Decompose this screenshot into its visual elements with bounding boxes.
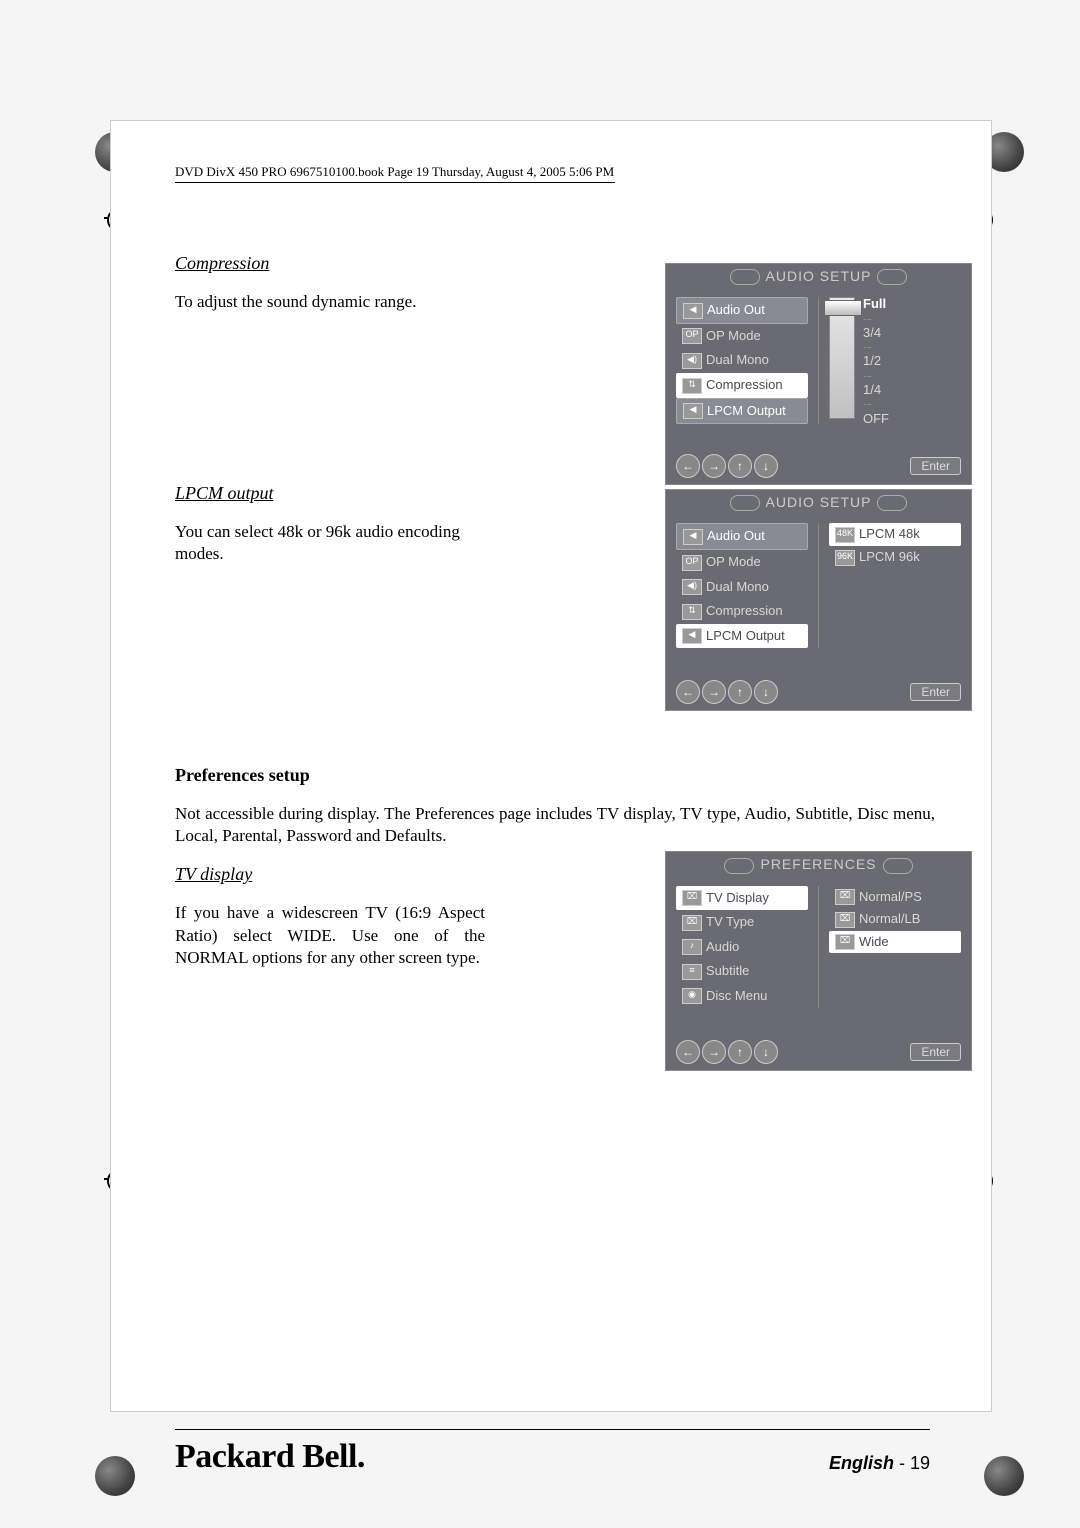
option-lpcm48[interactable]: 48KLPCM 48k [829, 523, 961, 546]
nav-right-icon[interactable]: → [702, 680, 726, 704]
option-normal-ps[interactable]: ⌧Normal/PS [829, 886, 961, 909]
menu-subtitle[interactable]: ≡Subtitle [676, 959, 808, 984]
page-num-value: 19 [910, 1453, 930, 1473]
type-icon: ⌧ [682, 915, 702, 931]
nav-left-icon[interactable]: ← [676, 680, 700, 704]
mono-icon: ◀) [682, 579, 702, 595]
corner-bottom-right [984, 1456, 1024, 1496]
option-lpcm96[interactable]: 96KLPCM 96k [829, 546, 961, 569]
op-icon: OP [682, 328, 702, 344]
panel-header: AUDIO SETUP [666, 490, 971, 515]
text-lpcm: You can select 48k or 96k audio encoding… [175, 521, 485, 565]
book-header: DVD DivX 450 PRO 6967510100.book Page 19… [175, 164, 615, 183]
panel-footer: ← → ↑ ↓ Enter [676, 454, 961, 478]
text-tv-display: If you have a widescreen TV (16:9 Aspect… [175, 902, 485, 968]
lpcm-options: 48KLPCM 48k 96KLPCM 96k [829, 523, 961, 648]
disc-icon: ◉ [682, 988, 702, 1004]
lpcm-icon: ◀ [682, 628, 702, 644]
lb-icon: ⌧ [835, 912, 855, 928]
tv-display-options: ⌧Normal/PS ⌧Normal/LB ⌧Wide [829, 886, 961, 1009]
mono-icon: ◀) [682, 353, 702, 369]
page-number: English - 19 [829, 1453, 930, 1474]
compression-icon: ⇅ [682, 378, 702, 394]
enter-button[interactable]: Enter [910, 683, 961, 701]
menu-audio-out[interactable]: ◀Audio Out [676, 297, 808, 324]
nav-up-icon[interactable]: ↑ [728, 454, 752, 478]
menu-audio[interactable]: ♪Audio [676, 935, 808, 960]
speaker-icon: ◀ [683, 529, 703, 545]
preferences-panel: PREFERENCES ⌧TV Display ⌧TV Type ♪Audio … [665, 851, 972, 1071]
corner-bottom-left [95, 1456, 135, 1496]
nav-right-icon[interactable]: → [702, 1040, 726, 1064]
compression-icon: ⇅ [682, 604, 702, 620]
panel-header: PREFERENCES [666, 852, 971, 877]
panel-header: AUDIO SETUP [666, 264, 971, 289]
footer-rule [175, 1429, 930, 1430]
nav-right-icon[interactable]: → [702, 454, 726, 478]
menu-disc-menu[interactable]: ◉Disc Menu [676, 984, 808, 1009]
speaker-icon: ◀ [683, 303, 703, 319]
menu-op-mode[interactable]: OPOP Mode [676, 324, 808, 349]
menu-col: ⌧TV Display ⌧TV Type ♪Audio ≡Subtitle ◉D… [676, 886, 808, 1009]
audio-setup-panel-compression: AUDIO SETUP ◀Audio Out OPOP Mode ◀)Dual … [665, 263, 972, 485]
subtitle-icon: ≡ [682, 964, 702, 980]
page-lang: English [829, 1453, 894, 1473]
wide-icon: ⌧ [835, 934, 855, 950]
menu-dual-mono[interactable]: ◀)Dual Mono [676, 348, 808, 373]
menu-op-mode[interactable]: OPOP Mode [676, 550, 808, 575]
nav-down-icon[interactable]: ↓ [754, 454, 778, 478]
menu-lpcm-output[interactable]: ◀LPCM Output [676, 398, 808, 425]
tv-icon: ⌧ [682, 890, 702, 906]
text-preferences-intro: Not accessible during display. The Prefe… [175, 803, 935, 847]
audio-icon: ♪ [682, 939, 702, 955]
option-normal-lb[interactable]: ⌧Normal/LB [829, 908, 961, 931]
nav-down-icon[interactable]: ↓ [754, 1040, 778, 1064]
menu-dual-mono[interactable]: ◀)Dual Mono [676, 575, 808, 600]
panel-footer: ← → ↑ ↓ Enter [676, 1040, 961, 1064]
scale-labels: Full -- 3/4 -- 1/2 -- 1/4 -- OFF [863, 297, 889, 417]
audio-setup-panel-lpcm: AUDIO SETUP ◀Audio Out OPOP Mode ◀)Dual … [665, 489, 972, 711]
text-compression: To adjust the sound dynamic range. [175, 291, 485, 313]
menu-tv-display[interactable]: ⌧TV Display [676, 886, 808, 911]
nav-up-icon[interactable]: ↑ [728, 1040, 752, 1064]
menu-lpcm-output[interactable]: ◀LPCM Output [676, 624, 808, 649]
nav-left-icon[interactable]: ← [676, 454, 700, 478]
enter-button[interactable]: Enter [910, 457, 961, 475]
badge-96k-icon: 96K [835, 550, 855, 566]
menu-col: ◀Audio Out OPOP Mode ◀)Dual Mono ⇅Compre… [676, 523, 808, 648]
brand-logo: Packard Bell. [175, 1438, 365, 1476]
lpcm-icon: ◀ [683, 403, 703, 419]
menu-compression[interactable]: ⇅Compression [676, 373, 808, 398]
nav-down-icon[interactable]: ↓ [754, 680, 778, 704]
menu-audio-out[interactable]: ◀Audio Out [676, 523, 808, 550]
menu-compression[interactable]: ⇅Compression [676, 599, 808, 624]
op-icon: OP [682, 555, 702, 571]
compression-slider[interactable] [829, 297, 855, 419]
nav-up-icon[interactable]: ↑ [728, 680, 752, 704]
ps-icon: ⌧ [835, 889, 855, 905]
enter-button[interactable]: Enter [910, 1043, 961, 1061]
menu-tv-type[interactable]: ⌧TV Type [676, 910, 808, 935]
nav-left-icon[interactable]: ← [676, 1040, 700, 1064]
slider-thumb[interactable] [824, 300, 862, 316]
content: Compression To adjust the sound dynamic … [175, 245, 935, 986]
compression-scale: Full -- 3/4 -- 1/2 -- 1/4 -- OFF [829, 297, 961, 424]
option-wide[interactable]: ⌧Wide [829, 931, 961, 954]
heading-preferences: Preferences setup [175, 765, 935, 786]
badge-48k-icon: 48K [835, 527, 855, 543]
menu-col: ◀Audio Out OPOP Mode ◀)Dual Mono ⇅Compre… [676, 297, 808, 424]
panel-footer: ← → ↑ ↓ Enter [676, 680, 961, 704]
